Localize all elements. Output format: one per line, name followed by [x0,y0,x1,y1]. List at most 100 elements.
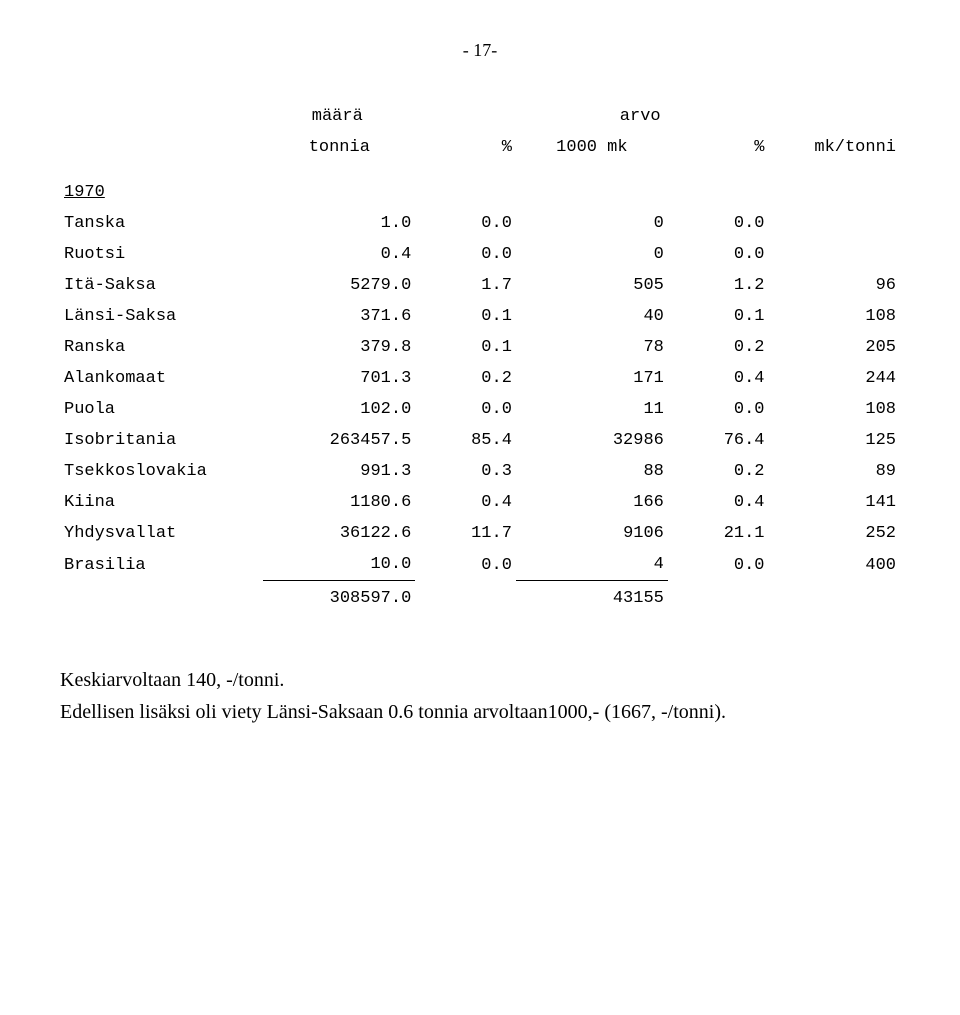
row-mktonni: 205 [769,332,901,363]
group-header-maara: määrä [263,101,415,132]
table-row: Ranska379.80.1780.2205 [60,332,900,363]
column-header-row: tonnia % 1000 mk % mk/tonni [60,132,900,163]
table-row: Isobritania263457.585.43298676.4125 [60,425,900,456]
row-mktonni: 141 [769,487,901,518]
row-pct1: 0.0 [415,549,516,581]
row-mk: 88 [516,456,668,487]
row-mk: 171 [516,363,668,394]
row-mk: 0 [516,208,668,239]
notes-block: Keskiarvoltaan 140, -/tonni. Edellisen l… [60,664,900,728]
row-mk: 40 [516,301,668,332]
row-label: Yhdysvallat [60,518,263,549]
table-row: Brasilia10.00.040.0400 [60,549,900,581]
note-line-1: Keskiarvoltaan 140, -/tonni. [60,664,900,696]
row-mk: 11 [516,394,668,425]
row-tonnia: 371.6 [263,301,415,332]
table-row: Puola102.00.0110.0108 [60,394,900,425]
row-label: Ranska [60,332,263,363]
row-tonnia: 1.0 [263,208,415,239]
row-pct2: 0.4 [668,487,769,518]
table-row: Yhdysvallat36122.611.7910621.1252 [60,518,900,549]
row-label: Länsi-Saksa [60,301,263,332]
col-header-mk: 1000 mk [516,132,668,163]
table-row: Tsekkoslovakia991.30.3880.289 [60,456,900,487]
row-tonnia: 1180.6 [263,487,415,518]
group-header-row: määrä arvo [60,101,900,132]
table-row: Tanska1.00.000.0 [60,208,900,239]
row-pct2: 0.1 [668,301,769,332]
row-pct1: 0.4 [415,487,516,518]
row-label: Puola [60,394,263,425]
row-label: Ruotsi [60,239,263,270]
row-pct2: 0.4 [668,363,769,394]
row-mktonni [769,208,901,239]
col-header-tonnia: tonnia [263,132,415,163]
row-mktonni: 244 [769,363,901,394]
row-mktonni: 96 [769,270,901,301]
row-mktonni: 108 [769,301,901,332]
table-row: Kiina1180.60.41660.4141 [60,487,900,518]
row-pct1: 85.4 [415,425,516,456]
row-mktonni: 400 [769,549,901,581]
row-pct1: 0.2 [415,363,516,394]
row-label: Tanska [60,208,263,239]
row-tonnia: 5279.0 [263,270,415,301]
row-pct1: 0.0 [415,208,516,239]
row-pct2: 76.4 [668,425,769,456]
total-mk: 43155 [516,581,668,615]
row-tonnia: 263457.5 [263,425,415,456]
row-pct1: 11.7 [415,518,516,549]
table-row: Ruotsi0.40.000.0 [60,239,900,270]
row-label: Alankomaat [60,363,263,394]
row-mktonni [769,239,901,270]
row-mktonni: 108 [769,394,901,425]
col-header-mktonni: mk/tonni [769,132,901,163]
row-pct1: 0.1 [415,332,516,363]
export-table: määrä arvo tonnia % 1000 mk % mk/tonni 1… [60,101,900,614]
row-pct2: 0.0 [668,394,769,425]
note-line-2: Edellisen lisäksi oli viety Länsi-Saksaa… [60,696,900,728]
row-mk: 505 [516,270,668,301]
row-pct2: 0.0 [668,208,769,239]
page-number: - 17- [60,40,900,61]
year-label: 1970 [64,183,105,202]
row-pct2: 21.1 [668,518,769,549]
row-pct2: 0.2 [668,332,769,363]
row-pct2: 0.0 [668,239,769,270]
row-pct2: 0.2 [668,456,769,487]
row-mktonni: 89 [769,456,901,487]
row-pct1: 0.0 [415,239,516,270]
row-mk: 0 [516,239,668,270]
row-mk: 166 [516,487,668,518]
row-tonnia: 102.0 [263,394,415,425]
row-pct2: 1.2 [668,270,769,301]
row-label: Kiina [60,487,263,518]
table-row: Alankomaat701.30.21710.4244 [60,363,900,394]
row-pct1: 0.1 [415,301,516,332]
col-header-pct2: % [668,132,769,163]
row-label: Isobritania [60,425,263,456]
row-mk: 32986 [516,425,668,456]
row-label: Brasilia [60,549,263,581]
row-tonnia: 701.3 [263,363,415,394]
totals-row: 308597.0 43155 [60,581,900,615]
row-mk: 4 [516,549,668,581]
row-mktonni: 125 [769,425,901,456]
table-row: Itä-Saksa5279.01.75051.296 [60,270,900,301]
row-tonnia: 0.4 [263,239,415,270]
year-row: 1970 [60,163,900,208]
col-header-pct1: % [415,132,516,163]
total-tonnia: 308597.0 [263,581,415,615]
row-tonnia: 36122.6 [263,518,415,549]
row-pct1: 0.3 [415,456,516,487]
row-pct1: 1.7 [415,270,516,301]
row-pct2: 0.0 [668,549,769,581]
row-tonnia: 10.0 [263,549,415,581]
row-label: Tsekkoslovakia [60,456,263,487]
row-tonnia: 379.8 [263,332,415,363]
group-header-arvo: arvo [516,101,769,132]
row-tonnia: 991.3 [263,456,415,487]
row-mktonni: 252 [769,518,901,549]
row-pct1: 0.0 [415,394,516,425]
row-mk: 78 [516,332,668,363]
